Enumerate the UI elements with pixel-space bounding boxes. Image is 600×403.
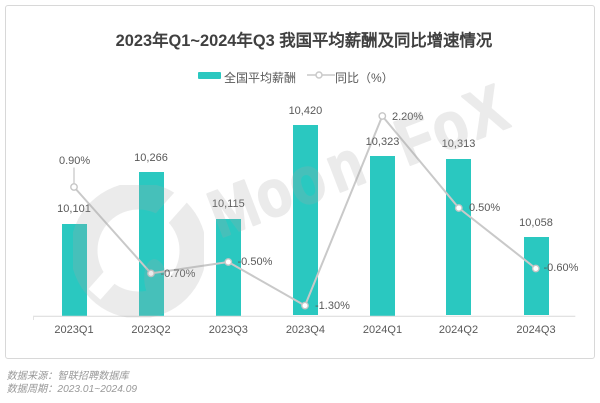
svg-text:MoonFoX: MoonFoX: [199, 71, 517, 251]
